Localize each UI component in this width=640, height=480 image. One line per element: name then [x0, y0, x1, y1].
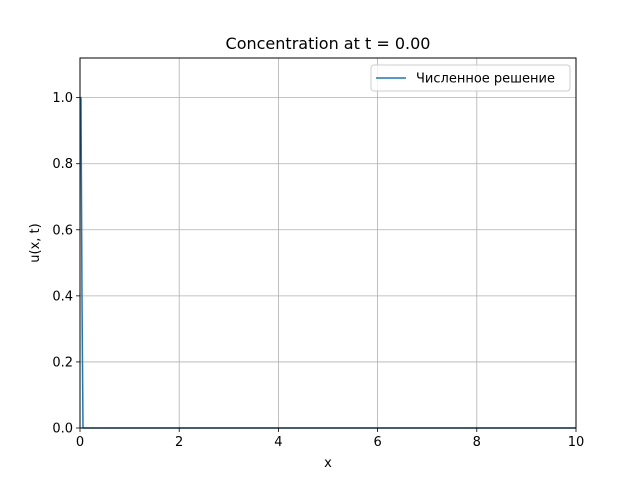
legend-box	[370, 64, 571, 92]
y-tick-label: 0.4	[52, 289, 73, 304]
x-axis-label: x	[324, 456, 332, 471]
y-tick-label: 1.0	[52, 91, 73, 106]
x-tick-label: 2	[175, 435, 183, 450]
y-tick-label: 0.8	[52, 157, 73, 172]
y-axis-label: u(x, t)	[28, 223, 43, 262]
grid	[79, 58, 577, 429]
y-tick-label: 0.6	[52, 223, 73, 238]
x-tick-label: 10	[568, 435, 585, 450]
axes-frame	[79, 57, 577, 429]
x-tick-label: 0	[76, 435, 84, 450]
legend: Численное решение	[370, 64, 571, 92]
ticks: 0 2 4 6 8 10 0.0 0.2 0.4 0.6 0.8 1.0	[52, 91, 584, 450]
x-tick-label: 4	[274, 435, 282, 450]
y-tick-label: 0.0	[52, 422, 73, 437]
chart-title: Concentration at t = 0.00	[226, 34, 431, 53]
legend-label: Численное решение	[416, 72, 555, 87]
y-tick-label: 0.2	[52, 355, 73, 370]
x-tick-label: 8	[473, 435, 481, 450]
x-tick-label: 6	[373, 435, 381, 450]
